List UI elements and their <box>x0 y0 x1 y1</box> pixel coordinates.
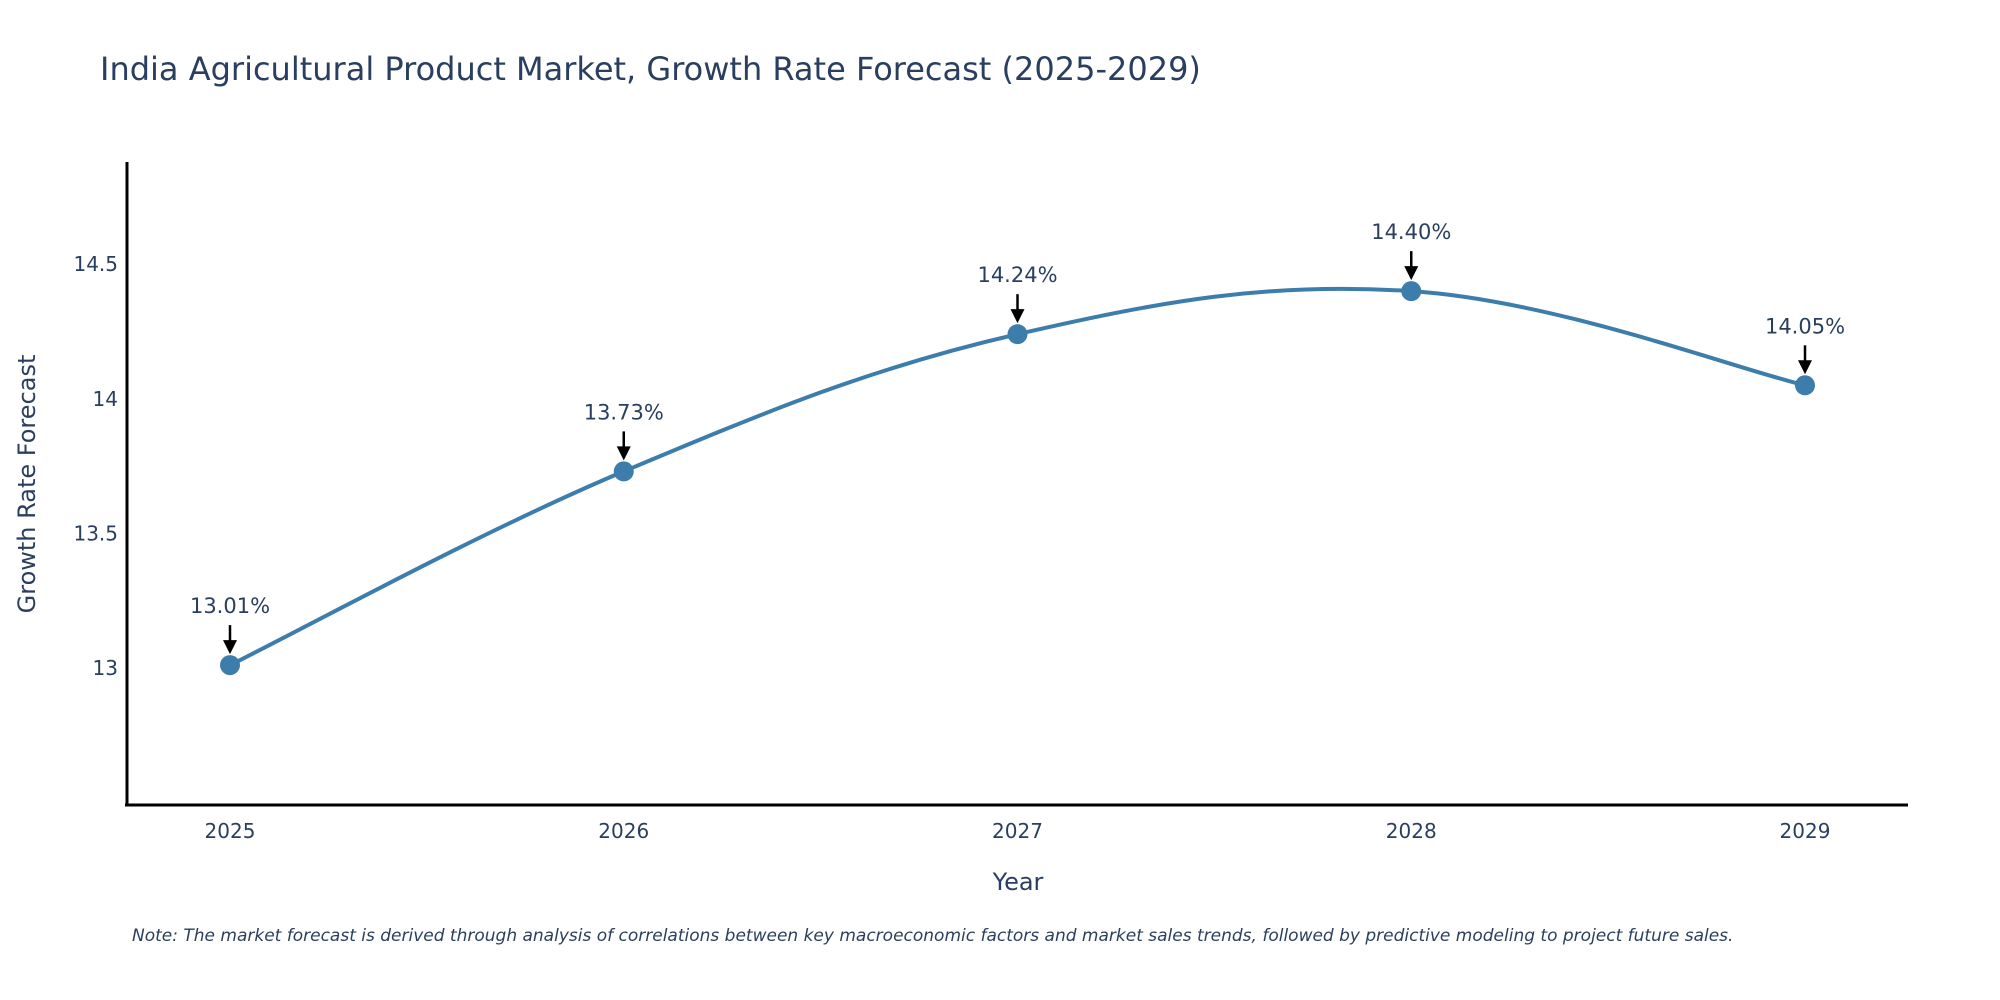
data-label: 14.40% <box>1371 220 1451 244</box>
annotations: 13.01% 13.73% 14.24% 14.40% 14.05% <box>190 220 1845 655</box>
y-tick-label: 14.5 <box>73 252 118 276</box>
y-axis-title: Growth Rate Forecast <box>13 355 41 614</box>
annotation-arrow-head <box>616 446 631 461</box>
series <box>228 286 1807 668</box>
data-label: 13.73% <box>584 400 664 424</box>
data-label: 13.01% <box>190 594 270 618</box>
data-point <box>1401 281 1422 302</box>
data-label: 14.24% <box>977 263 1057 287</box>
chart-title: India Agricultural Product Market, Growt… <box>100 50 1201 88</box>
data-point <box>220 655 240 676</box>
y-tick-label: 14 <box>93 387 118 411</box>
y-tick-label: 13 <box>93 656 118 680</box>
x-tick-label: 2028 <box>1386 819 1437 843</box>
data-point <box>1007 324 1028 345</box>
x-axis-title: Year <box>992 868 1044 896</box>
data-label: 14.05% <box>1765 314 1845 338</box>
chart-note: Note: The market forecast is derived thr… <box>132 926 1733 946</box>
x-tick-label: 2027 <box>992 819 1043 843</box>
markers <box>220 281 1815 676</box>
axes <box>125 162 1908 807</box>
x-tick-label: 2025 <box>205 819 256 843</box>
x-tick-label: 2029 <box>1780 819 1831 843</box>
x-ticks: 2025 2026 2027 2028 2029 <box>205 819 1831 843</box>
y-ticks: 13 13.5 14 14.5 <box>73 252 118 680</box>
annotation-arrow-head <box>1010 309 1025 324</box>
x-tick-label: 2026 <box>598 819 649 843</box>
data-point <box>613 461 634 482</box>
y-tick-label: 13.5 <box>73 521 118 545</box>
annotation-arrow-head <box>223 640 237 655</box>
annotation-arrow-head <box>1798 360 1812 375</box>
series-line <box>228 286 1807 668</box>
data-point <box>1795 375 1815 396</box>
annotation-arrow-head <box>1404 266 1419 281</box>
